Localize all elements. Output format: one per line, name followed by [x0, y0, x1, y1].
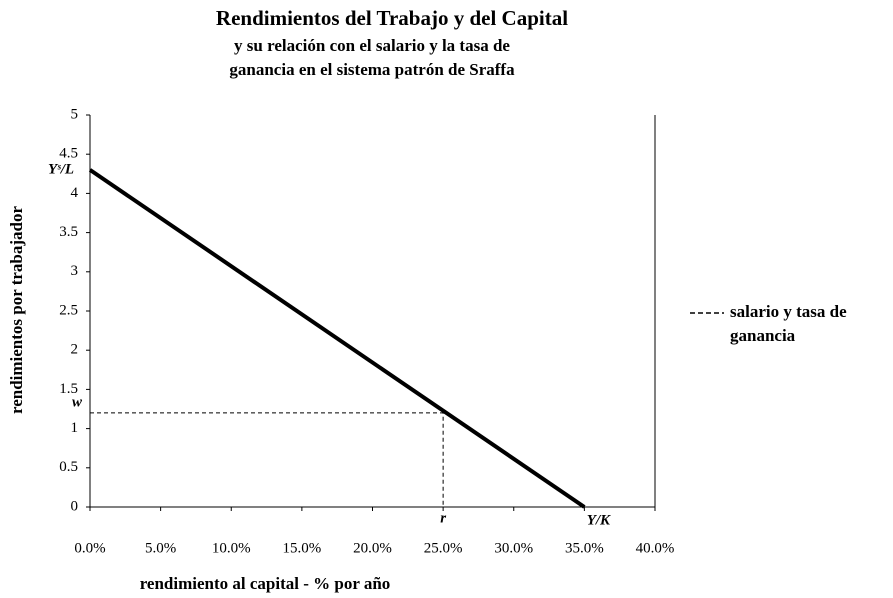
x-tick-label: 15.0% [283, 540, 322, 556]
chart-title: Rendimientos del Trabajo y del Capital [216, 6, 568, 30]
annotation: Y/K [587, 512, 611, 528]
y-tick-label: 5 [71, 106, 79, 122]
legend-swatch [690, 312, 724, 314]
x-tick-label: 25.0% [424, 540, 463, 556]
y-tick-label: 0 [71, 498, 79, 514]
y-tick-label: 2.5 [59, 302, 78, 318]
annotation: Yˢ/L [48, 161, 74, 177]
x-tick-label: 20.0% [353, 540, 392, 556]
line-series [88, 168, 586, 509]
y-tick-label: 1 [71, 420, 79, 436]
y-tick-label: 2 [71, 342, 79, 358]
x-tick-label: 0.0% [74, 540, 105, 556]
chart-subtitle: ganancia en el sistema patrón de Sraffa [229, 60, 515, 79]
chart-subtitle: y su relación con el salario y la tasa d… [234, 36, 510, 55]
annotation: r [440, 510, 446, 526]
y-tick-label: 4 [71, 185, 79, 201]
x-tick-label: 30.0% [494, 540, 533, 556]
y-tick-label: 0.5 [59, 459, 78, 475]
y-tick-label: 4.5 [59, 146, 78, 162]
y-axis-title: rendimientos por trabajador [7, 206, 26, 415]
x-tick-label: 35.0% [565, 540, 604, 556]
legend-label: salario y tasa de ganancia [730, 302, 847, 345]
y-tick-label: 1.5 [59, 381, 78, 397]
x-tick-label: 40.0% [636, 540, 675, 556]
legend: salario y tasa de ganancia [690, 300, 890, 348]
annotation: w [72, 394, 83, 410]
line-series [90, 412, 444, 507]
x-tick-label: 10.0% [212, 540, 251, 556]
x-axis-title: rendimiento al capital - % por año [140, 574, 391, 593]
y-tick-label: 3.5 [59, 224, 78, 240]
x-tick-label: 5.0% [145, 540, 176, 556]
y-tick-label: 3 [71, 263, 79, 279]
